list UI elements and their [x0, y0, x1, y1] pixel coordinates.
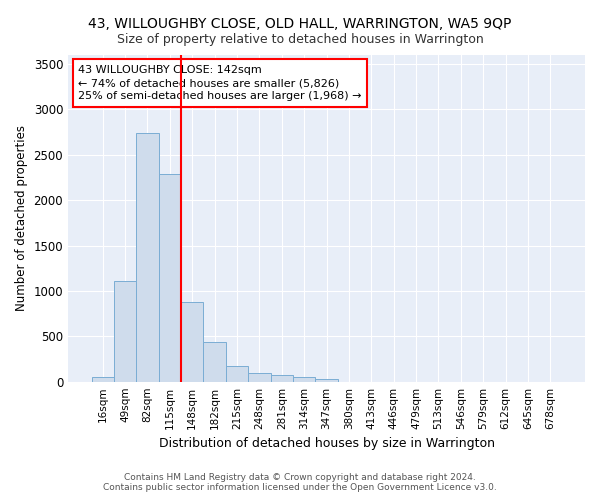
X-axis label: Distribution of detached houses by size in Warrington: Distribution of detached houses by size …	[158, 437, 494, 450]
Bar	[271, 375, 293, 382]
Text: Size of property relative to detached houses in Warrington: Size of property relative to detached ho…	[116, 32, 484, 46]
Bar	[158, 174, 181, 382]
Bar	[114, 281, 136, 382]
Bar	[92, 377, 114, 382]
Bar	[181, 302, 203, 382]
Y-axis label: Number of detached properties: Number of detached properties	[15, 126, 28, 312]
Bar	[226, 366, 248, 382]
Text: 43 WILLOUGHBY CLOSE: 142sqm
← 74% of detached houses are smaller (5,826)
25% of : 43 WILLOUGHBY CLOSE: 142sqm ← 74% of det…	[79, 65, 362, 101]
Bar	[316, 379, 338, 382]
Bar	[248, 372, 271, 382]
Bar	[203, 342, 226, 382]
Text: 43, WILLOUGHBY CLOSE, OLD HALL, WARRINGTON, WA5 9QP: 43, WILLOUGHBY CLOSE, OLD HALL, WARRINGT…	[88, 18, 512, 32]
Text: Contains HM Land Registry data © Crown copyright and database right 2024.
Contai: Contains HM Land Registry data © Crown c…	[103, 473, 497, 492]
Bar	[136, 133, 158, 382]
Bar	[293, 377, 316, 382]
